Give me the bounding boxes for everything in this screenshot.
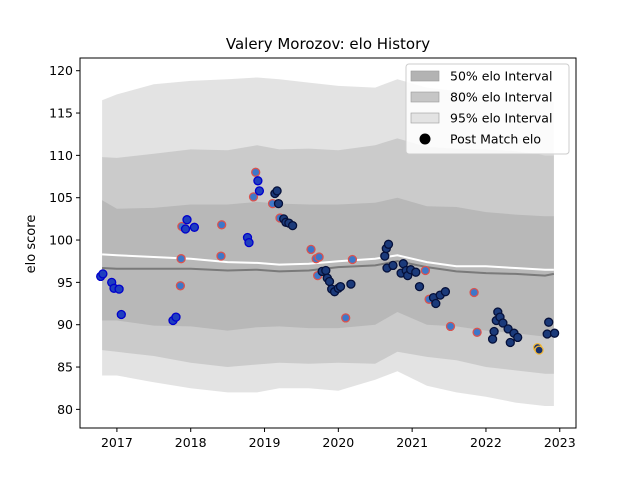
post-match-point (534, 345, 544, 355)
post-match-point (411, 267, 421, 277)
x-tick-label: 2020 (322, 435, 354, 450)
x-axis-ticks: 2017 2018 2019 2020 2021 2022 2023 (101, 428, 576, 450)
post-match-point (180, 224, 191, 234)
post-match-point (383, 239, 394, 249)
post-match-point (472, 327, 482, 337)
x-tick-label: 2019 (249, 435, 281, 450)
post-match-point (98, 269, 108, 279)
post-match-point (176, 254, 186, 264)
post-match-point (273, 198, 284, 209)
legend-swatch (410, 70, 440, 82)
post-match-point (306, 244, 316, 255)
post-match-point (217, 220, 227, 230)
post-match-point (182, 215, 192, 225)
post-match-point (498, 318, 508, 328)
legend-marker (419, 133, 431, 145)
post-match-point (321, 265, 331, 276)
legend-label: 95% elo Interval (450, 111, 552, 126)
post-match-point (116, 309, 126, 320)
legend-label: 80% elo Interval (450, 90, 552, 105)
post-match-point (489, 326, 499, 337)
post-match-point (287, 220, 298, 231)
chart-title: Valery Morozov: elo History (226, 35, 430, 53)
post-match-point (171, 312, 181, 322)
post-match-point (544, 317, 554, 327)
post-match-point (324, 276, 335, 287)
post-match-point (440, 287, 451, 297)
y-tick-label: 120 (49, 63, 73, 78)
post-match-point (341, 313, 351, 323)
post-match-point (420, 265, 431, 276)
post-match-point (542, 329, 552, 339)
post-match-point (549, 328, 560, 338)
y-tick-label: 85 (57, 360, 73, 375)
post-match-point (513, 332, 523, 343)
post-match-point (445, 321, 456, 332)
y-tick-label: 95 (57, 275, 73, 290)
y-tick-label: 80 (57, 402, 73, 417)
legend-label: Post Match elo (450, 132, 541, 147)
post-match-point (175, 281, 186, 291)
post-match-point (505, 337, 515, 348)
y-tick-label: 115 (49, 106, 73, 121)
x-tick-label: 2023 (544, 435, 576, 450)
y-axis-label: elo score (24, 215, 39, 274)
post-match-point (469, 287, 479, 298)
post-match-point (347, 254, 358, 265)
y-axis-ticks: 80 85 90 95 100 105 110 115 120 (49, 63, 80, 417)
post-match-point (431, 298, 441, 309)
post-match-point (380, 251, 390, 261)
post-match-point (244, 237, 254, 248)
interval-bands (102, 77, 554, 406)
post-match-point (346, 279, 356, 289)
legend: 50% elo Interval 80% elo Interval 95% elo … (405, 63, 570, 155)
post-match-point (248, 192, 259, 202)
legend-label: 50% elo Interval (450, 69, 552, 84)
legend-swatch (410, 91, 440, 103)
y-tick-label: 110 (49, 148, 73, 163)
post-match-points (96, 167, 560, 355)
y-tick-label: 105 (49, 190, 73, 205)
post-match-point (388, 260, 398, 271)
x-tick-label: 2018 (175, 435, 207, 450)
post-match-point (335, 281, 346, 292)
x-tick-label: 2021 (396, 435, 428, 450)
post-match-point (216, 251, 226, 261)
y-tick-label: 100 (49, 233, 73, 248)
y-tick-label: 90 (57, 317, 73, 332)
legend-swatch (410, 112, 440, 124)
median-line (102, 260, 555, 277)
post-match-point (253, 176, 263, 186)
post-match-point (414, 281, 425, 292)
legend-box (405, 63, 570, 155)
plot-frame (79, 57, 577, 429)
x-tick-label: 2022 (470, 435, 502, 450)
post-match-point (251, 167, 261, 177)
post-match-point (189, 222, 200, 232)
post-match-point (314, 252, 324, 262)
post-match-point (254, 186, 265, 196)
x-tick-label: 2017 (101, 435, 133, 450)
post-match-point (114, 284, 124, 294)
post-match-point (272, 186, 282, 196)
post-match-point (487, 334, 498, 344)
